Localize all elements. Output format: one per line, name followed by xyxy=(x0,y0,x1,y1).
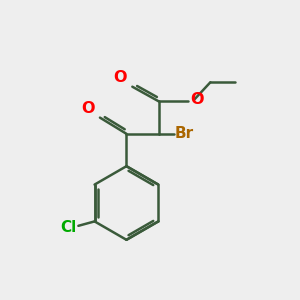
Text: O: O xyxy=(113,70,127,85)
Text: Br: Br xyxy=(175,126,194,141)
Text: O: O xyxy=(190,92,203,107)
Text: Cl: Cl xyxy=(60,220,76,235)
Text: O: O xyxy=(81,101,94,116)
